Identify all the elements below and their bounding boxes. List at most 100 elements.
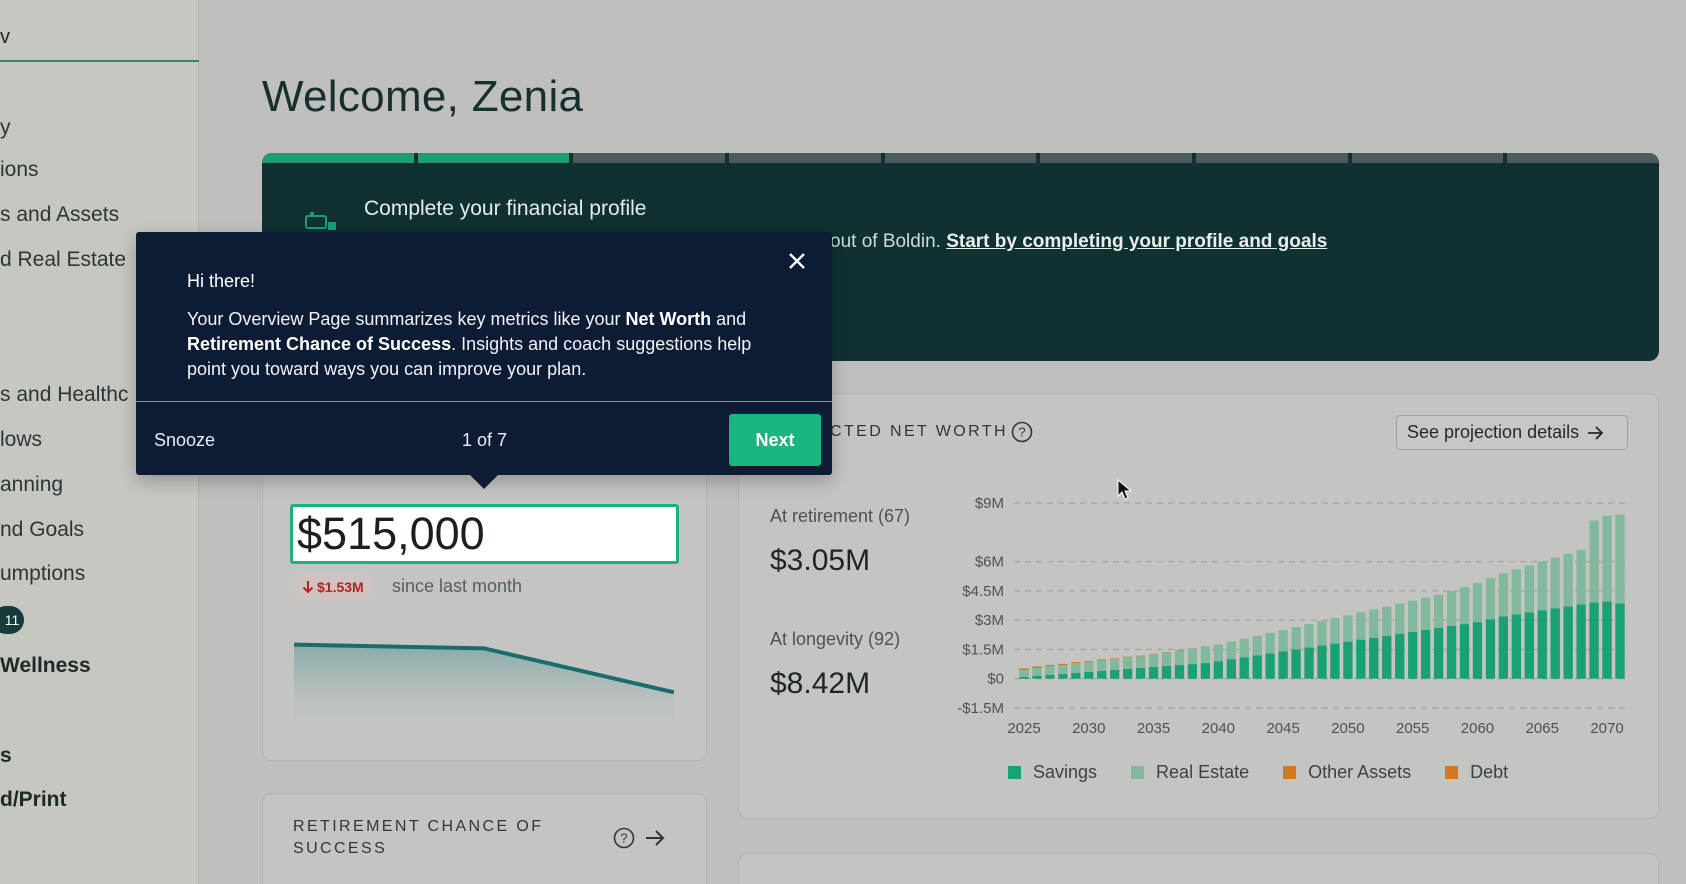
bar-savings[interactable] xyxy=(1537,610,1547,679)
legend-other-assets[interactable]: Other Assets xyxy=(1283,762,1411,783)
bar-savings[interactable] xyxy=(1213,661,1224,679)
bar-savings[interactable] xyxy=(1148,667,1159,679)
bar-savings[interactable] xyxy=(1252,655,1262,679)
bar-savings[interactable] xyxy=(1382,635,1392,679)
bar-real-estate[interactable] xyxy=(1343,615,1353,642)
bar-real-estate[interactable] xyxy=(1019,669,1029,677)
bar-savings[interactable] xyxy=(1330,643,1340,679)
bar-savings[interactable] xyxy=(1524,612,1534,679)
bar-real-estate[interactable] xyxy=(1110,659,1120,670)
see-projection-details-button[interactable]: See projection details xyxy=(1396,415,1628,450)
legend-real-estate[interactable]: Real Estate xyxy=(1131,762,1249,783)
bar-savings[interactable] xyxy=(1265,653,1275,679)
tooltip-snooze-button[interactable]: Snooze xyxy=(154,430,216,450)
bar-savings[interactable] xyxy=(1032,675,1042,679)
bar-real-estate[interactable] xyxy=(1537,561,1547,611)
bar-real-estate[interactable] xyxy=(1446,590,1457,626)
bar-real-estate[interactable] xyxy=(1135,656,1146,668)
help-icon[interactable]: ? xyxy=(613,827,635,849)
bar-savings[interactable] xyxy=(1420,629,1431,679)
tooltip-next-button[interactable]: Next xyxy=(729,414,821,466)
bar-savings[interactable] xyxy=(1278,651,1288,679)
sidebar-item-5[interactable]: s and Healthc xyxy=(0,383,129,406)
bar-real-estate[interactable] xyxy=(1097,660,1107,671)
bar-savings[interactable] xyxy=(1187,664,1198,679)
bar-real-estate[interactable] xyxy=(1485,578,1496,620)
bar-other-assets[interactable] xyxy=(1045,664,1055,667)
bar-other-assets[interactable] xyxy=(1032,666,1042,668)
bar-savings[interactable] xyxy=(1395,633,1405,679)
sidebar-item-print[interactable]: d/Print xyxy=(0,788,67,811)
bar-savings[interactable] xyxy=(1226,659,1236,679)
bar-savings[interactable] xyxy=(1356,639,1366,679)
bar-savings[interactable] xyxy=(1097,670,1107,679)
bar-savings[interactable] xyxy=(1045,674,1055,679)
bar-savings[interactable] xyxy=(1589,602,1599,679)
bar-real-estate[interactable] xyxy=(1148,654,1159,667)
bar-real-estate[interactable] xyxy=(1498,573,1509,617)
bar-real-estate[interactable] xyxy=(1382,606,1392,636)
bar-other-assets[interactable] xyxy=(1084,661,1094,663)
bar-real-estate[interactable] xyxy=(1602,515,1612,602)
bar-savings[interactable] xyxy=(1343,641,1353,679)
bar-savings[interactable] xyxy=(1550,608,1560,679)
sidebar-item-wellness[interactable]: Wellness xyxy=(0,654,91,677)
bar-savings[interactable] xyxy=(1602,601,1612,679)
sidebar-item-9[interactable]: umptions xyxy=(0,562,86,585)
bar-real-estate[interactable] xyxy=(1045,666,1055,675)
bar-real-estate[interactable] xyxy=(1356,612,1366,640)
legend-debt[interactable]: Debt xyxy=(1445,762,1508,783)
bar-savings[interactable] xyxy=(1511,614,1522,679)
bar-savings[interactable] xyxy=(1433,627,1444,679)
bar-other-assets[interactable] xyxy=(1122,656,1133,658)
bar-real-estate[interactable] xyxy=(1472,583,1483,623)
bar-savings[interactable] xyxy=(1563,606,1573,679)
bar-real-estate[interactable] xyxy=(1550,557,1560,609)
bar-savings[interactable] xyxy=(1317,645,1327,679)
bar-real-estate[interactable] xyxy=(1589,520,1599,603)
bar-other-assets[interactable] xyxy=(1097,659,1107,661)
bar-real-estate[interactable] xyxy=(1408,600,1418,632)
bar-real-estate[interactable] xyxy=(1395,603,1405,634)
bar-savings[interactable] xyxy=(1239,657,1249,679)
bar-savings[interactable] xyxy=(1408,631,1418,679)
help-icon[interactable]: ? xyxy=(1011,421,1033,443)
bar-savings[interactable] xyxy=(1058,673,1068,679)
sidebar-item-1[interactable]: y xyxy=(0,116,11,139)
bar-real-estate[interactable] xyxy=(1433,594,1444,628)
sidebar-item-8[interactable]: nd Goals xyxy=(0,518,85,541)
bar-real-estate[interactable] xyxy=(1459,586,1470,625)
legend-savings[interactable]: Savings xyxy=(1008,762,1097,783)
bar-savings[interactable] xyxy=(1615,603,1625,679)
bar-other-assets[interactable] xyxy=(1071,662,1081,664)
bar-real-estate[interactable] xyxy=(1511,569,1522,615)
sidebar-item-6[interactable]: lows xyxy=(0,428,43,451)
bar-real-estate[interactable] xyxy=(1071,663,1081,673)
sidebar-item-4[interactable]: d Real Estate xyxy=(0,248,127,271)
bar-real-estate[interactable] xyxy=(1265,632,1275,654)
networth-value[interactable]: $515,000 xyxy=(290,504,679,564)
bar-savings[interactable] xyxy=(1019,676,1029,679)
bar-real-estate[interactable] xyxy=(1252,635,1262,656)
bar-savings[interactable] xyxy=(1084,671,1094,679)
bar-savings[interactable] xyxy=(1304,647,1314,679)
bar-real-estate[interactable] xyxy=(1032,667,1042,676)
bar-other-assets[interactable] xyxy=(1019,668,1029,670)
bar-real-estate[interactable] xyxy=(1420,597,1431,630)
sidebar-item-7[interactable]: anning xyxy=(0,473,64,496)
sidebar-item-3[interactable]: s and Assets xyxy=(0,203,120,226)
bar-real-estate[interactable] xyxy=(1161,652,1172,667)
bar-real-estate[interactable] xyxy=(1615,514,1625,604)
bar-savings[interactable] xyxy=(1161,666,1172,679)
bar-real-estate[interactable] xyxy=(1200,646,1211,664)
bar-real-estate[interactable] xyxy=(1213,644,1224,662)
bar-real-estate[interactable] xyxy=(1187,648,1198,665)
bar-real-estate[interactable] xyxy=(1058,665,1068,674)
bar-real-estate[interactable] xyxy=(1291,626,1301,650)
bar-real-estate[interactable] xyxy=(1576,549,1586,605)
bar-real-estate[interactable] xyxy=(1122,657,1133,669)
bar-real-estate[interactable] xyxy=(1369,609,1379,638)
bar-savings[interactable] xyxy=(1291,649,1301,679)
bar-savings[interactable] xyxy=(1122,668,1133,679)
bar-savings[interactable] xyxy=(1135,667,1146,679)
